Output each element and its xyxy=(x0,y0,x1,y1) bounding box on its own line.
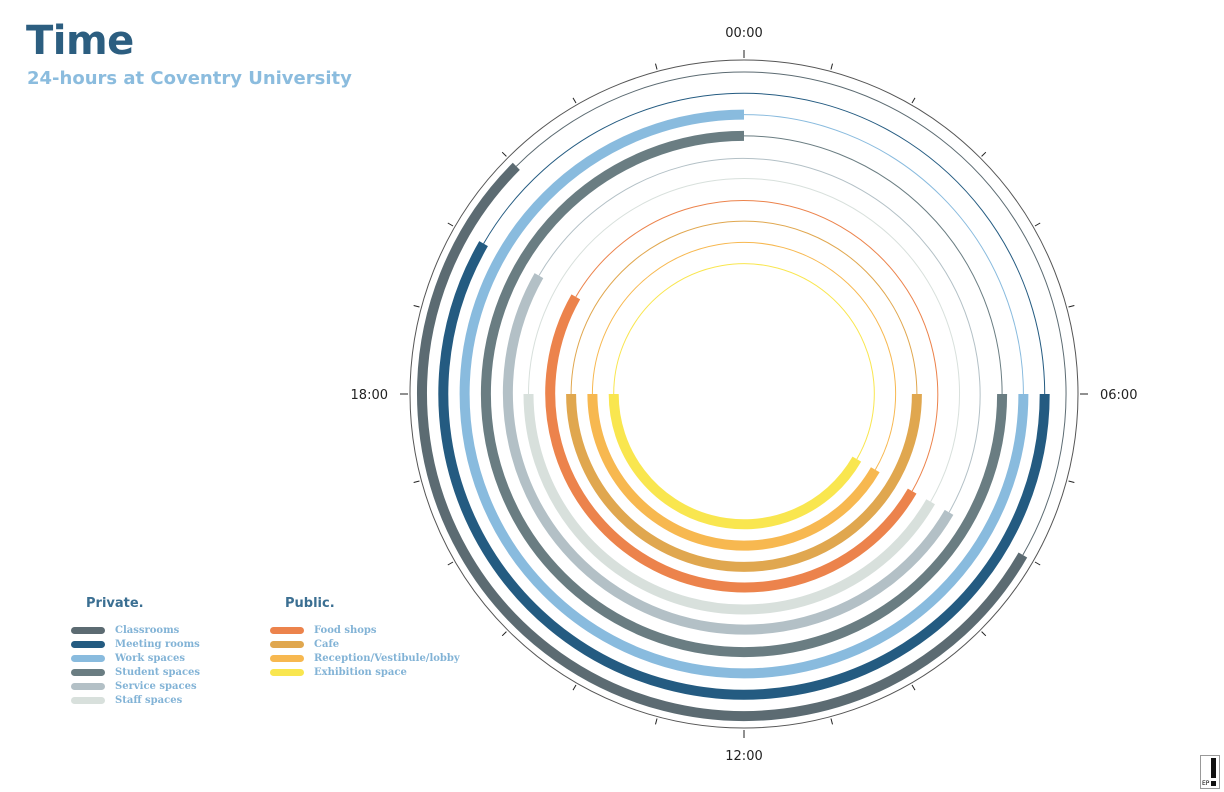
legend-public-title: Public. xyxy=(285,596,335,611)
closed-hours-line xyxy=(591,241,897,471)
hour-tick xyxy=(830,718,833,725)
open-hours-bar xyxy=(480,130,1008,658)
hour-tick xyxy=(830,63,833,70)
clock-outer-circle xyxy=(409,59,1079,729)
legend-item-meeting-rooms: Meeting rooms xyxy=(71,637,200,651)
legend-label: Exhibition space xyxy=(314,666,407,678)
ring-service-spaces xyxy=(502,157,981,635)
hour-tick xyxy=(981,631,987,637)
legend-label: Classrooms xyxy=(115,624,180,636)
legend-item-reception: Reception/Vestibule/lobby xyxy=(270,651,460,665)
legend-label: Cafe xyxy=(314,638,340,650)
legend-swatch xyxy=(71,668,105,676)
hour-tick xyxy=(981,151,987,157)
hour-tick xyxy=(501,631,507,637)
ring-reception-vestibule-lobby xyxy=(587,241,897,551)
ep-logo: EP xyxy=(1200,755,1220,789)
closed-hours-line xyxy=(515,71,1067,556)
legend-swatch xyxy=(71,640,105,648)
hour-label: 18:00 xyxy=(351,388,388,403)
hour-tick xyxy=(655,63,658,70)
ring-classrooms xyxy=(417,71,1067,721)
hour-tick xyxy=(413,305,420,308)
legend-swatch xyxy=(270,640,304,648)
hour-tick xyxy=(447,222,454,227)
closed-hours-line xyxy=(538,157,981,513)
legend-swatch xyxy=(71,696,105,704)
legend-swatch xyxy=(270,654,304,662)
legend-item-cafe: Cafe xyxy=(270,637,460,651)
closed-hours-line xyxy=(570,220,918,395)
ring-cafe xyxy=(566,220,922,572)
legend-swatch xyxy=(71,626,105,634)
ring-student-spaces xyxy=(480,130,1008,658)
legend-swatch xyxy=(270,668,304,676)
closed-hours-line xyxy=(613,263,875,460)
ring-series-group xyxy=(417,71,1067,721)
hour-tick xyxy=(911,97,916,104)
open-hours-bar xyxy=(545,294,917,593)
closed-hours-line xyxy=(743,114,1024,395)
hour-label: 06:00 xyxy=(1100,388,1137,403)
legend-label: Service spaces xyxy=(115,680,197,692)
legend-item-food-shops: Food shops xyxy=(270,623,460,637)
open-hours-bar xyxy=(608,393,862,530)
legend-item-student-spaces: Student spaces xyxy=(71,665,200,679)
open-hours-bar xyxy=(502,273,954,635)
ring-exhibition-space xyxy=(608,263,875,530)
open-hours-bar xyxy=(438,241,1050,700)
closed-hours-line xyxy=(575,200,939,492)
open-hours-bar xyxy=(566,393,922,572)
hour-tick xyxy=(1034,222,1041,227)
hour-tick xyxy=(1068,305,1075,308)
chart-title: Time xyxy=(26,18,134,64)
legend-label: Work spaces xyxy=(115,652,185,664)
legend-label: Food shops xyxy=(314,624,377,636)
legend-label: Student spaces xyxy=(115,666,201,678)
clock-face xyxy=(400,50,1088,738)
legend-swatch xyxy=(71,654,105,662)
closed-hours-line xyxy=(528,178,960,502)
hour-tick xyxy=(447,561,454,566)
legend-label: Meeting rooms xyxy=(115,638,200,650)
hour-tick xyxy=(655,718,658,725)
closed-hours-line xyxy=(483,92,1046,395)
legend-swatch xyxy=(71,682,105,690)
legend-item-exhibition-space: Exhibition space xyxy=(270,665,460,679)
ring-food-shops xyxy=(545,200,939,593)
ring-work-spaces xyxy=(459,109,1029,679)
legend-item-work-spaces: Work spaces xyxy=(71,651,200,665)
ring-staff-spaces xyxy=(523,178,960,615)
hour-tick xyxy=(413,480,420,483)
hour-label: 12:00 xyxy=(725,749,762,764)
ring-meeting-rooms xyxy=(438,92,1050,700)
open-hours-bar xyxy=(587,393,880,551)
open-hours-bar xyxy=(523,393,935,615)
legend-item-service-spaces: Service spaces xyxy=(71,679,200,693)
legend-label: Staff spaces xyxy=(115,694,183,706)
hour-tick xyxy=(572,97,577,104)
hour-label: 00:00 xyxy=(725,26,762,41)
legend-public: Public. Food shops Cafe Reception/Vestib… xyxy=(270,596,460,679)
hour-tick xyxy=(1034,561,1041,566)
closed-hours-line xyxy=(743,135,1003,395)
hour-tick xyxy=(501,151,507,157)
legend-private-title: Private. xyxy=(86,596,144,611)
chart-subtitle: 24-hours at Coventry University xyxy=(27,68,352,89)
legend-label: Reception/Vestibule/lobby xyxy=(314,652,460,664)
legend-swatch xyxy=(270,626,304,634)
hour-labels: 00:00 06:00 12:00 18:00 xyxy=(351,26,1138,764)
legend-item-classrooms: Classrooms xyxy=(71,623,200,637)
hour-tick xyxy=(911,684,916,691)
legend-item-staff-spaces: Staff spaces xyxy=(71,693,200,707)
open-hours-bar xyxy=(417,162,1028,721)
hour-tick xyxy=(572,684,577,691)
open-hours-bar xyxy=(459,109,1029,679)
hour-tick xyxy=(1068,480,1075,483)
legend-private: Private. Classrooms Meeting rooms Work s… xyxy=(71,596,200,707)
